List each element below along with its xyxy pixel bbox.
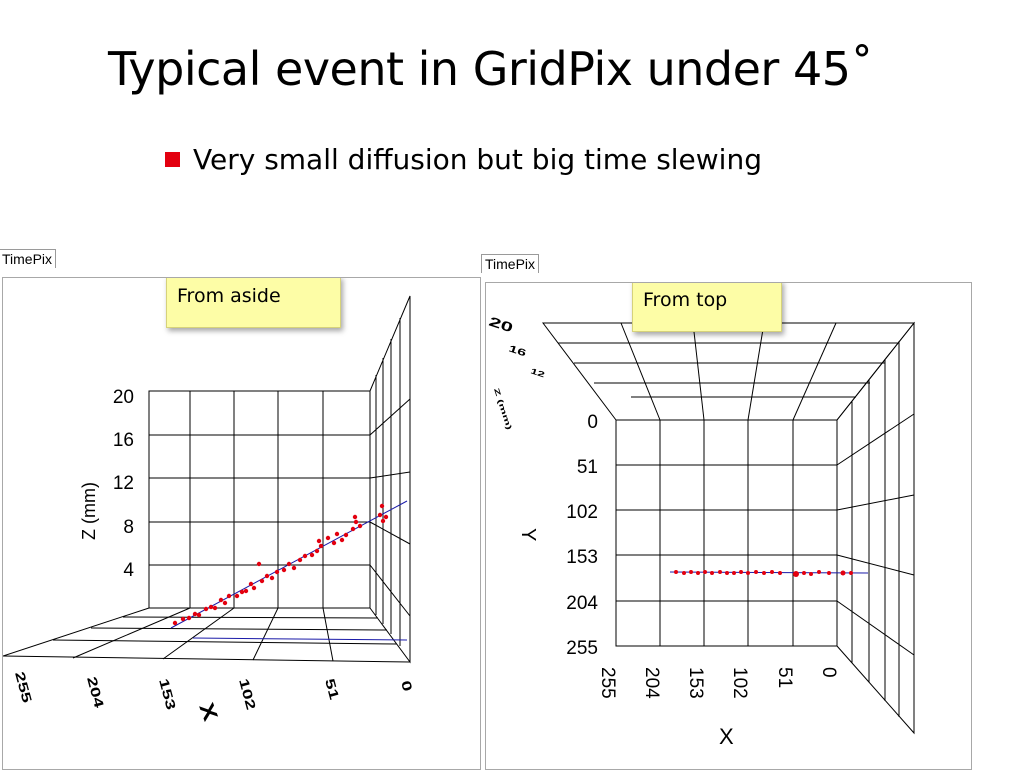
left-3d-plot: 20 16 12 8 4 Z (mm) 0 51 102 153 204 255… [3, 295, 415, 724]
x-axis-label: X [719, 724, 734, 749]
z-tick-label: 16 [507, 343, 527, 359]
right-timepix-tab[interactable]: TimePix [481, 254, 540, 273]
left-track-points [172, 503, 389, 626]
right-track-points [674, 570, 853, 577]
x-tick-label: 255 [12, 670, 34, 704]
y-tick-label: 51 [577, 457, 598, 478]
x-tick-label: 51 [774, 667, 795, 688]
z-tick-label: 16 [113, 430, 134, 451]
y-tick-label: 102 [566, 502, 598, 523]
x-tick-label: 102 [236, 677, 258, 711]
from-aside-callout: From aside [166, 278, 341, 328]
x-tick-label: 204 [641, 667, 662, 699]
x-tick-label: 153 [685, 667, 706, 699]
slide-title: Typical event in GridPix under 45˚ [108, 42, 873, 96]
z-tick-label: 12 [529, 367, 545, 380]
bullet-text: Very small diffusion but big time slewin… [193, 143, 762, 176]
z-tick-label: 20 [487, 314, 515, 335]
y-tick-label: 0 [587, 412, 598, 433]
bullet-item: Very small diffusion but big time slewin… [165, 143, 762, 176]
left-timepix-tab[interactable]: TimePix [0, 249, 57, 268]
x-tick-label: 51 [322, 677, 342, 701]
right-3d-plot: 0 51 102 153 204 255 Y 255 204 153 102 5… [487, 314, 916, 749]
x-axis-label: X [195, 700, 223, 724]
left-plot-panel: 20 16 12 8 4 Z (mm) 0 51 102 153 204 255… [2, 277, 481, 770]
y-axis-label: Y [517, 528, 539, 541]
y-tick-label: 255 [566, 638, 598, 659]
x-tick-label: 255 [597, 667, 618, 699]
z-axis-label: Z (mm) [79, 482, 99, 540]
x-tick-label: 0 [398, 679, 415, 693]
bullet-square-icon [165, 152, 180, 167]
right-plot-panel: 0 51 102 153 204 255 Y 255 204 153 102 5… [485, 282, 972, 770]
x-tick-label: 102 [729, 667, 750, 699]
x-tick-label: 0 [818, 667, 839, 678]
z-tick-label: 20 [113, 387, 134, 408]
z-tick-label: 8 [123, 517, 134, 538]
y-tick-label: 153 [566, 547, 598, 568]
z-axis-label: Z (mm) [492, 387, 513, 431]
x-tick-label: 153 [156, 677, 178, 711]
x-tick-label: 204 [84, 675, 107, 710]
from-top-callout: From top [632, 283, 782, 332]
z-tick-label: 12 [113, 473, 134, 494]
y-tick-label: 204 [566, 593, 598, 614]
z-tick-label: 4 [123, 560, 134, 581]
